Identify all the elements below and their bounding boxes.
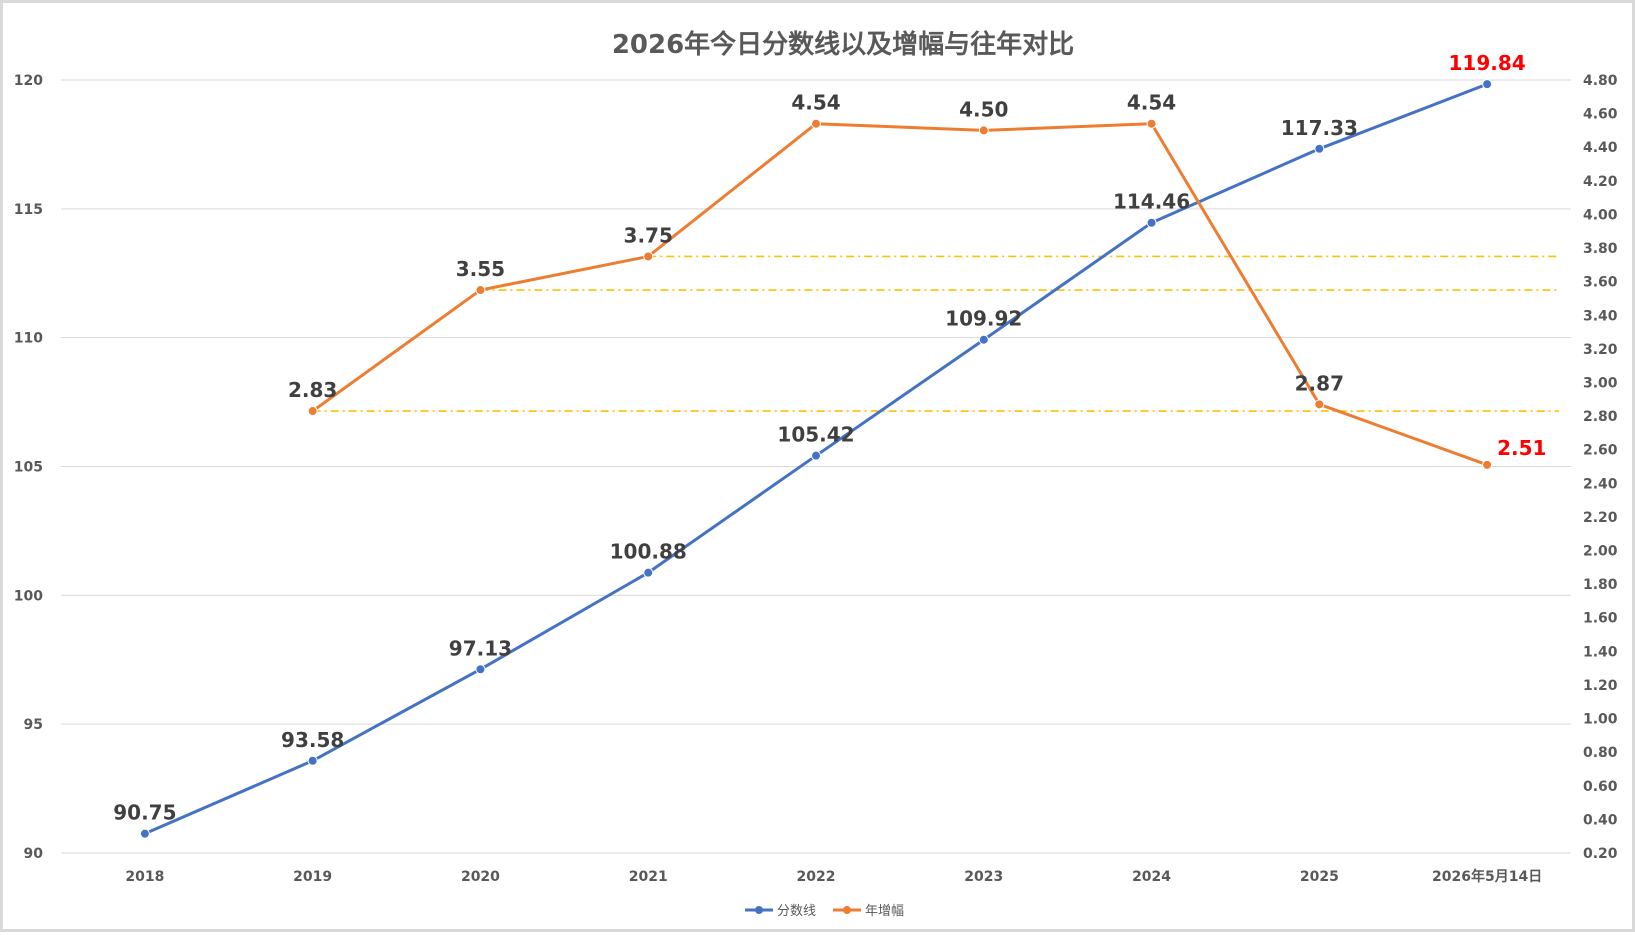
legend-item-score: 分数线: [745, 904, 816, 919]
left-y-axis: 90 95 100 105 110 115 120: [14, 73, 43, 862]
right-axis-tick-label: 1.80: [1583, 577, 1618, 593]
right-axis-tick-label: 2.00: [1583, 544, 1618, 560]
right-axis-tick-label: 2.40: [1583, 476, 1618, 492]
legend-marker-growth: [843, 906, 851, 914]
score-data-label: 114.46: [1113, 190, 1190, 214]
score-point: [643, 567, 654, 578]
growth-point: [307, 406, 318, 417]
growth-point: [978, 125, 989, 136]
score-point: [1146, 217, 1157, 228]
score-point: [1482, 79, 1493, 90]
left-axis-tick-label: 120: [14, 73, 43, 89]
score-data-label: 100.88: [610, 540, 687, 564]
score-point: [475, 664, 486, 675]
growth-data-label: 4.54: [791, 91, 840, 115]
score-data-label: 119.84: [1449, 51, 1526, 75]
series: [139, 79, 1493, 839]
growth-data-label: 4.54: [1127, 91, 1176, 115]
legend-item-growth: 年增幅: [833, 904, 904, 919]
x-axis-tick-label: 2023: [964, 869, 1003, 885]
growth-point: [1146, 118, 1157, 129]
right-y-axis: 0.20 0.40 0.60 0.80 1.00 1.20 1.40 1.60 1.80 2.00…: [1583, 73, 1618, 862]
x-axis: 2018 2019 2020 2021 2022 2023 2024 2025 2026年5月1…: [125, 868, 1542, 885]
x-axis-tick-label: 2026年5月14日: [1432, 868, 1542, 885]
legend-label-score: 分数线: [777, 904, 816, 919]
growth-point: [1482, 459, 1493, 470]
growth-point: [1314, 399, 1325, 410]
score-data-label: 117.33: [1281, 116, 1358, 140]
score-point: [139, 828, 150, 839]
right-axis-tick-label: 1.40: [1583, 644, 1618, 660]
right-axis-tick-label: 4.20: [1583, 174, 1618, 190]
score-data-label: 105.42: [777, 423, 854, 447]
right-axis-tick-label: 2.80: [1583, 409, 1618, 425]
right-axis-tick-label: 3.60: [1583, 275, 1618, 291]
x-axis-tick-label: 2025: [1300, 869, 1339, 885]
right-axis-tick-label: 2.20: [1583, 510, 1618, 526]
right-axis-tick-label: 4.00: [1583, 207, 1618, 223]
data-labels: 90.75 93.58 97.13 100.88 105.42 109.92 114.46 1…: [113, 51, 1546, 825]
left-axis-tick-label: 100: [14, 588, 43, 604]
right-axis-tick-label: 1.60: [1583, 611, 1618, 627]
right-axis-tick-label: 0.60: [1583, 779, 1618, 795]
score-data-label: 97.13: [449, 636, 512, 660]
legend: 分数线 年增幅: [745, 904, 904, 919]
x-axis-tick-label: 2018: [125, 869, 164, 885]
score-point: [978, 334, 989, 345]
right-axis-tick-label: 3.20: [1583, 342, 1618, 358]
score-data-label: 90.75: [113, 801, 176, 825]
score-point: [811, 450, 821, 461]
growth-data-label: 3.75: [624, 223, 673, 247]
score-data-label: 93.58: [281, 728, 344, 752]
x-axis-tick-label: 2022: [797, 869, 836, 885]
growth-line: [311, 122, 1488, 467]
score-point: [307, 755, 318, 766]
left-axis-tick-label: 105: [14, 460, 43, 476]
right-axis-tick-label: 4.60: [1583, 107, 1618, 123]
right-axis-tick-label: 0.80: [1583, 745, 1618, 761]
growth-point: [643, 251, 654, 262]
x-axis-tick-label: 2020: [461, 869, 500, 885]
growth-data-label: 4.50: [959, 97, 1008, 121]
x-axis-tick-label: 2024: [1132, 869, 1171, 885]
score-data-label: 109.92: [945, 307, 1022, 331]
growth-data-label: 2.87: [1295, 371, 1344, 395]
growth-point: [811, 118, 821, 129]
legend-marker-score: [755, 906, 763, 914]
growth-point: [475, 285, 486, 296]
right-axis-tick-label: 3.40: [1583, 308, 1618, 324]
left-axis-tick-label: 90: [24, 846, 44, 862]
right-axis-tick-label: 0.40: [1583, 812, 1618, 828]
x-axis-tick-label: 2019: [293, 869, 332, 885]
growth-data-label: 2.83: [288, 378, 337, 402]
right-axis-tick-label: 1.00: [1583, 712, 1618, 728]
right-axis-tick-label: 3.00: [1583, 375, 1618, 391]
gridlines: [61, 79, 1571, 854]
left-axis-tick-label: 115: [14, 202, 43, 218]
chart-title: 2026年今日分数线以及增幅与往年对比: [612, 29, 1074, 60]
right-axis-tick-label: 4.80: [1583, 73, 1618, 89]
x-axis-tick-label: 2021: [629, 869, 668, 885]
right-axis-tick-label: 4.40: [1583, 140, 1618, 156]
right-axis-tick-label: 1.20: [1583, 678, 1618, 694]
growth-data-label: 3.55: [456, 257, 505, 281]
right-axis-tick-label: 3.80: [1583, 241, 1618, 257]
left-axis-tick-label: 95: [24, 717, 43, 733]
right-axis-tick-label: 2.60: [1583, 443, 1618, 459]
legend-label-growth: 年增幅: [865, 904, 904, 919]
growth-data-label: 2.51: [1497, 436, 1546, 460]
line-chart: 2026年今日分数线以及增幅与往年对比 9095100105110115120 …: [14, 29, 1618, 919]
score-point: [1314, 143, 1325, 154]
left-axis-tick-label: 110: [14, 331, 43, 347]
right-axis-tick-label: 0.20: [1583, 846, 1618, 862]
